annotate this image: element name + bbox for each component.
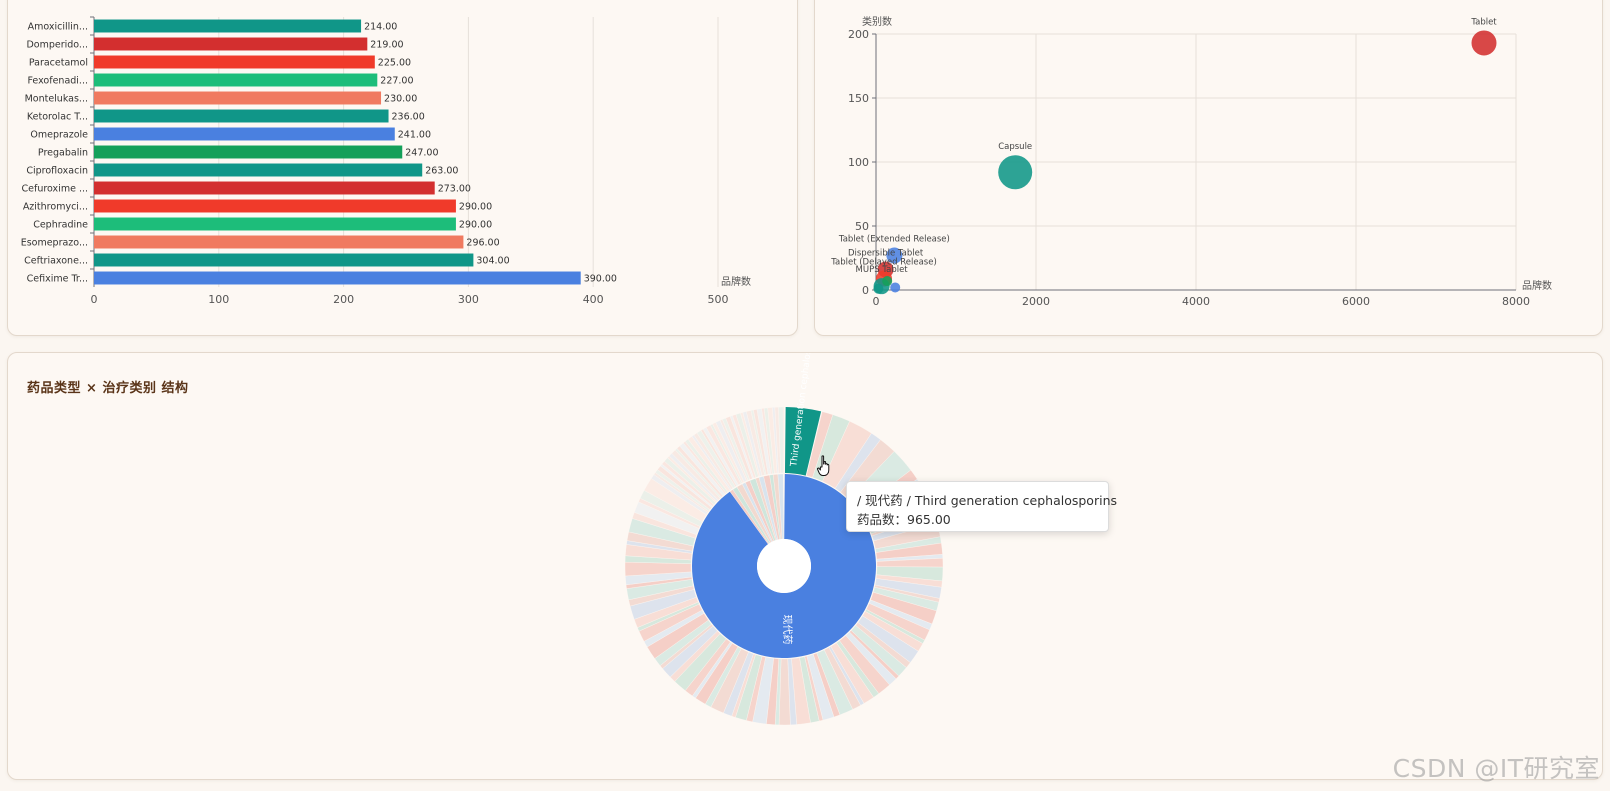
bar[interactable] (94, 181, 435, 195)
bar-value-label: 230.00 (384, 94, 417, 105)
scatter-y-tick-label: 200 (848, 28, 869, 41)
scatter-point-label: Tablet (Delayed Release) (830, 257, 937, 267)
bar[interactable] (94, 73, 378, 87)
bar[interactable] (94, 37, 368, 51)
scatter-point[interactable] (890, 282, 901, 293)
bar-value-label: 290.00 (459, 220, 492, 231)
scatter-x-tick-label: 0 (873, 295, 880, 308)
scatter-point-label: Tablet (1470, 17, 1497, 27)
sunburst-highlighted-segment[interactable] (784, 407, 822, 476)
sunburst-outer-segment[interactable] (782, 406, 785, 474)
bar[interactable] (94, 217, 456, 231)
bar-value-label: 227.00 (380, 76, 413, 87)
scatter-x-tick-label: 6000 (1342, 295, 1370, 308)
bar[interactable] (94, 235, 464, 249)
bar-x-tick-label: 300 (458, 293, 479, 306)
scatter-point[interactable] (886, 247, 903, 264)
bar-category-label: Cephradine (33, 220, 88, 231)
scatter-point-label: Capsule (998, 142, 1032, 152)
bar[interactable] (94, 109, 389, 123)
scatter-chart-panel: 0 2000 4000 6000 8000 0 50 100 150 200 类别数品牌数 Table… (814, 0, 1603, 336)
bar-value-label: 296.00 (466, 238, 499, 249)
scatter-point[interactable] (998, 155, 1033, 190)
bar-value-label: 273.00 (438, 184, 471, 195)
bar-category-label: Omeprazole (30, 130, 88, 141)
bar-x-tick-label: 0 (91, 293, 98, 306)
bar[interactable] (94, 127, 395, 141)
bar-category-label: Pregabalin (38, 148, 88, 159)
bar-chart-panel: 0 100 200 300 400 500 品牌数 Amoxicillin... 214.00 D… (7, 0, 798, 336)
bar-category-label: Esomeprazo... (21, 238, 88, 249)
scatter-point[interactable] (882, 276, 893, 287)
bar-value-label: 225.00 (378, 58, 411, 69)
watermark: CSDN @IT研究室 (1392, 754, 1600, 783)
sunburst-center-hole (757, 539, 811, 593)
bar-value-label: 263.00 (425, 166, 458, 177)
bar-x-tick-label: 500 (708, 293, 729, 306)
chart-tooltip: / 现代药 / Third generation cephalosporins … (846, 481, 1117, 532)
bar-value-label: 304.00 (476, 256, 509, 267)
bar-value-label: 241.00 (398, 130, 431, 141)
bar-category-label: Amoxicillin... (28, 22, 88, 33)
bar-value-label: 247.00 (405, 148, 438, 159)
scatter-y-tick-label: 100 (848, 156, 869, 169)
bar[interactable] (94, 163, 423, 177)
bar-category-label: Ketorolac T... (27, 112, 88, 123)
bar-value-label: 236.00 (392, 112, 425, 123)
scatter-point[interactable] (1471, 30, 1497, 56)
scatter-x-axis-label: 品牌数 (1522, 279, 1552, 292)
bar-value-label: 219.00 (370, 40, 403, 51)
bar-category-label: Ceftriaxone... (24, 256, 88, 267)
scatter-y-tick-label: 50 (855, 220, 869, 233)
bar-x-tick-label: 100 (208, 293, 229, 306)
bar-x-tick-label: 200 (333, 293, 354, 306)
bar-value-label: 214.00 (364, 22, 397, 33)
bar-category-label: Ciprofloxacin (26, 166, 88, 177)
scatter-point-label: Dispersible Tablet (848, 249, 924, 259)
scatter-point[interactable] (873, 283, 884, 294)
hand-cursor-icon (817, 455, 830, 476)
sunburst-inner-label: 现代药 (781, 615, 793, 645)
bar-category-label: Cefuroxime ... (22, 184, 89, 195)
scatter-x-tick-label: 4000 (1182, 295, 1210, 308)
scatter-point-label: Tablet (Extended Release) (838, 234, 950, 244)
bar-chart: 0 100 200 300 400 500 品牌数 Amoxicillin... 214.00 D… (21, 16, 751, 306)
bar[interactable] (94, 19, 362, 33)
sunburst-title: 药品类型 × 治疗类别 结构 (27, 381, 189, 396)
scatter-x-tick-label: 2000 (1022, 295, 1050, 308)
bar[interactable] (94, 253, 474, 267)
bar-category-label: Fexofenadi... (27, 76, 88, 87)
bar-category-label: Paracetamol (29, 58, 88, 69)
bar-category-label: Cefixime Tr... (27, 274, 88, 285)
scatter-point-label: MUPS Tablet (856, 265, 909, 275)
bar-x-tick-label: 400 (583, 293, 604, 306)
scatter-y-tick-label: 150 (848, 92, 869, 105)
bar[interactable] (94, 55, 375, 69)
bar-category-label: Montelukas... (25, 94, 88, 105)
scatter-y-axis-label: 类别数 (862, 15, 892, 28)
sunburst-inner-segment[interactable] (692, 474, 876, 658)
sunburst-chart-panel: 药品类型 × 治疗类别 结构 现代药 Third generation cepha… (7, 352, 1603, 780)
scatter-y-tick-label: 0 (862, 284, 869, 297)
tooltip-value: 药品数：965.00 (857, 512, 951, 527)
bar[interactable] (94, 199, 456, 213)
tooltip-path: / 现代药 / Third generation cephalosporins (857, 493, 1117, 508)
bar-x-axis-label: 品牌数 (721, 275, 751, 288)
bar-value-label: 390.00 (584, 274, 617, 285)
bar[interactable] (94, 271, 581, 285)
scatter-x-tick-label: 8000 (1502, 295, 1530, 308)
bar[interactable] (94, 91, 382, 105)
bar-category-label: Domperido... (26, 40, 88, 51)
bar-category-label: Azithromyci... (23, 202, 88, 213)
bar-value-label: 290.00 (459, 202, 492, 213)
bar[interactable] (94, 145, 403, 159)
